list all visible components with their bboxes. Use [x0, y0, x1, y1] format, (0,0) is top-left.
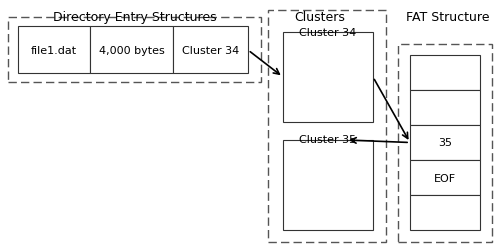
- Text: Cluster 35: Cluster 35: [300, 135, 356, 144]
- Bar: [283, 33, 373, 122]
- Text: 4,000 bytes: 4,000 bytes: [98, 45, 164, 55]
- Bar: [410, 56, 480, 91]
- Text: Clusters: Clusters: [294, 11, 346, 24]
- Bar: [18, 27, 90, 74]
- Bar: [90, 27, 173, 74]
- Text: Cluster 34: Cluster 34: [182, 45, 239, 55]
- Text: file1.dat: file1.dat: [31, 45, 77, 55]
- Bar: [410, 160, 480, 195]
- Text: FAT Structure: FAT Structure: [406, 11, 490, 24]
- Bar: [410, 91, 480, 125]
- Bar: [283, 140, 373, 230]
- Bar: [8, 18, 261, 83]
- Text: Cluster 34: Cluster 34: [300, 28, 356, 38]
- Text: 35: 35: [438, 138, 452, 148]
- Bar: [410, 125, 480, 160]
- Text: EOF: EOF: [434, 173, 456, 183]
- Bar: [410, 195, 480, 230]
- Bar: [268, 11, 386, 242]
- Bar: [398, 45, 492, 242]
- Bar: [173, 27, 248, 74]
- Text: Directory Entry Structures: Directory Entry Structures: [53, 11, 217, 24]
